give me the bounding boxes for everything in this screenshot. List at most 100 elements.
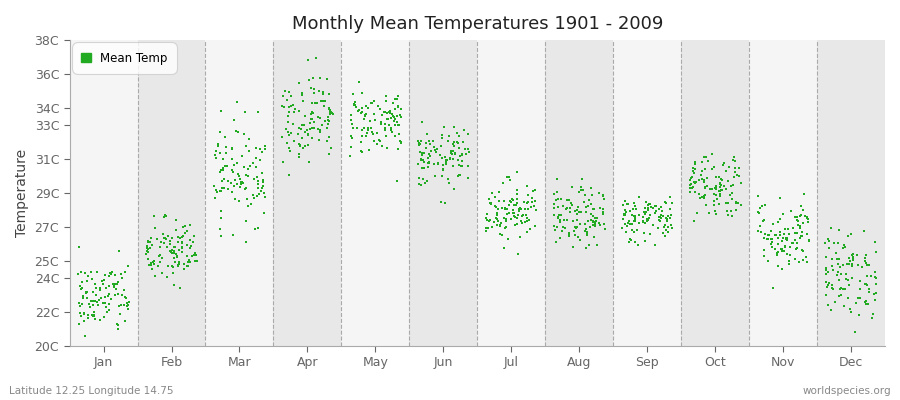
Point [387,118,401,124]
Y-axis label: Temperature: Temperature [15,149,29,237]
Point [423,153,437,159]
Point [693,195,707,201]
Point [632,211,646,218]
Point [778,244,792,250]
Point [838,286,852,292]
Point [393,106,408,112]
Point [868,249,883,255]
Point [770,219,785,225]
Point [584,184,598,191]
Point [499,217,513,224]
Point [508,213,522,220]
Point [235,179,249,186]
Point [156,230,170,237]
Point [110,320,124,327]
Point [411,138,426,144]
Point [301,57,315,63]
Point [562,232,576,239]
Point [217,176,231,182]
Point [216,184,230,191]
Point [414,152,428,158]
Point [616,216,630,222]
Point [304,125,319,131]
Point [83,303,97,310]
Point [618,209,633,215]
Point [352,78,366,85]
Point [652,217,666,224]
Point [487,219,501,225]
Point [251,225,266,232]
Point [305,100,320,106]
Point [346,125,360,131]
Point [356,125,371,131]
Point [626,206,640,212]
Point [499,224,513,230]
Point [626,218,641,224]
Point [434,199,448,206]
Point [275,159,290,166]
Point [773,216,788,222]
Point [639,209,653,215]
Point [367,110,382,117]
Point [627,216,642,222]
Point [434,142,448,149]
Point [161,263,176,269]
Point [111,291,125,297]
Point [141,249,156,256]
Point [855,264,869,270]
Point [518,218,532,225]
Point [503,177,517,183]
Point [868,269,882,275]
Point [682,189,697,196]
Point [688,159,702,166]
Point [306,86,320,92]
Point [247,195,261,201]
Bar [205,40,274,346]
Point [412,142,427,149]
Point [237,130,251,137]
Point [287,138,302,144]
Point [596,210,610,217]
Point [818,240,832,246]
Point [753,205,768,211]
Point [284,93,298,99]
Point [436,135,450,141]
Point [160,244,175,250]
Point [497,215,511,221]
Point [166,235,180,241]
Point [120,303,134,309]
Point [446,186,461,193]
Point [716,160,731,166]
Point [362,147,376,154]
Point [548,196,562,203]
Point [216,156,230,162]
Point [551,196,565,202]
Point [147,261,161,268]
Point [175,240,189,246]
Point [581,197,596,203]
Point [304,85,319,92]
Point [282,172,296,178]
Point [89,269,104,275]
Point [569,224,583,231]
Bar [817,40,885,346]
Point [757,216,771,223]
Point [248,164,263,170]
Point [705,151,719,158]
Point [695,168,709,174]
Point [562,197,576,203]
Point [858,281,872,287]
Point [560,217,574,224]
Point [562,231,576,238]
Point [771,248,786,255]
Point [256,190,271,196]
Point [665,200,680,206]
Point [413,140,428,147]
Point [625,226,639,233]
Point [104,296,118,302]
Point [796,247,810,254]
Point [726,174,741,180]
Point [433,152,447,158]
Point [630,227,644,233]
Point [106,280,121,287]
